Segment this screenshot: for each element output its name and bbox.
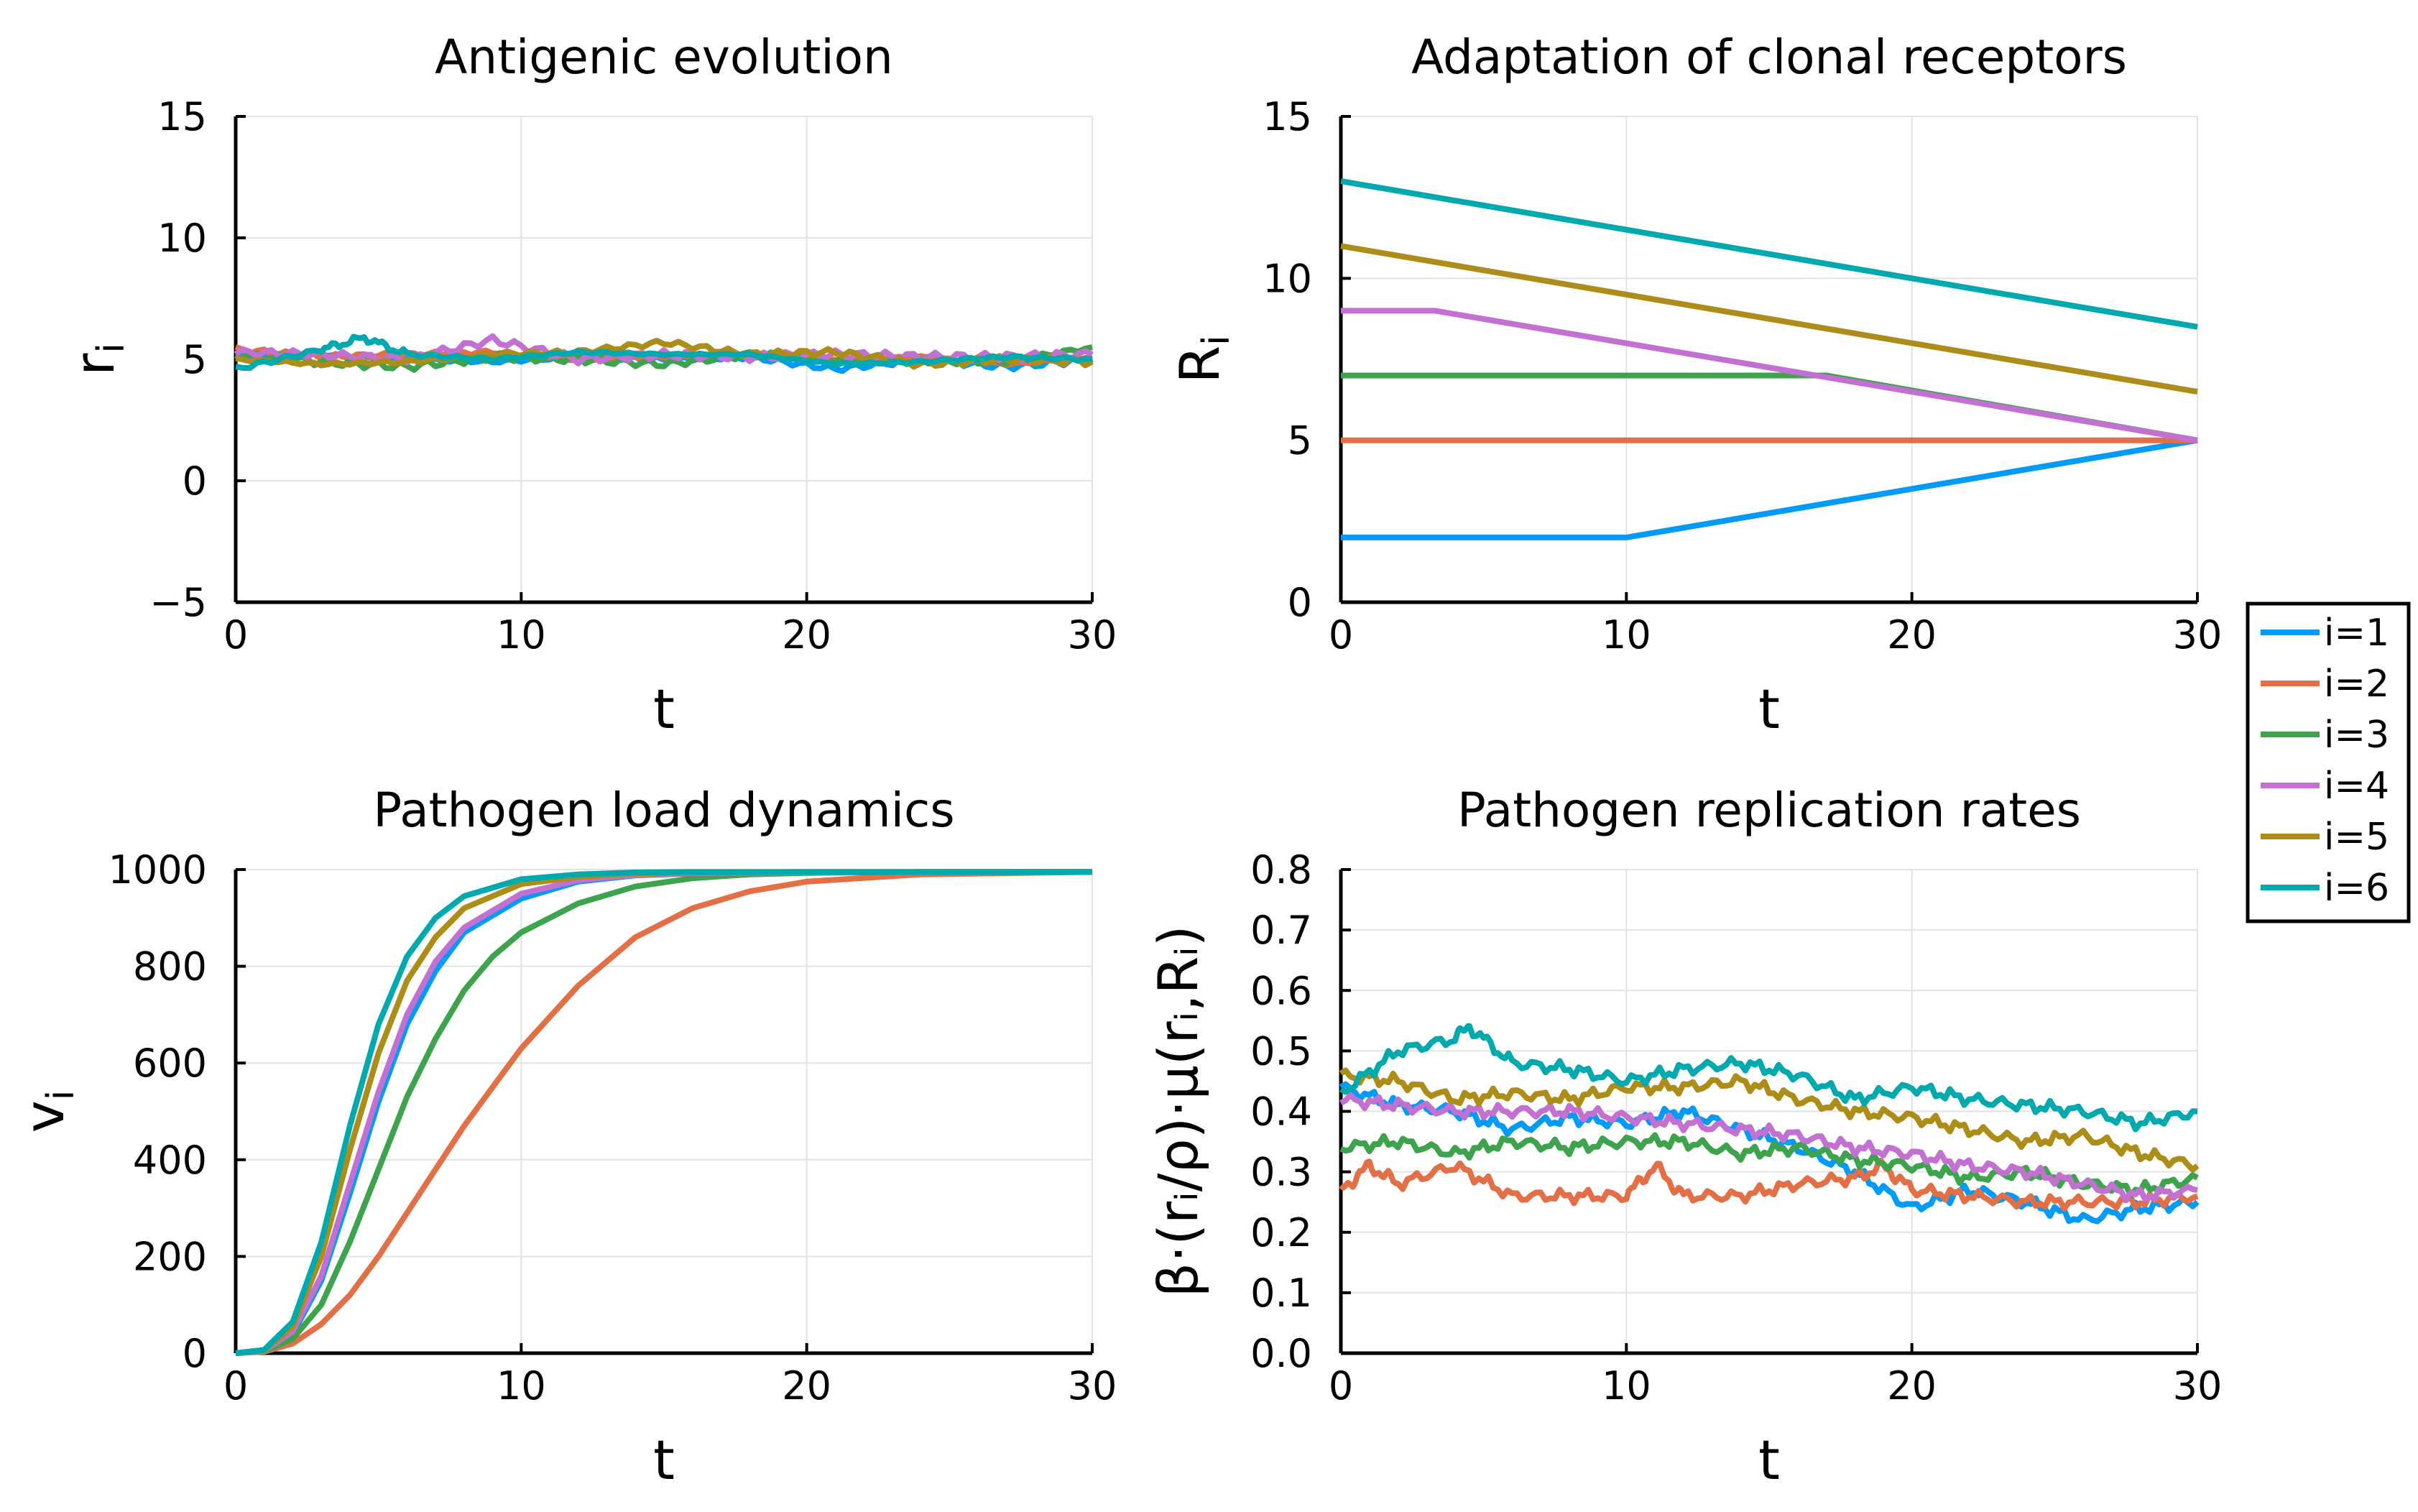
series-line-i=1 [1341, 437, 2198, 540]
series-line-i=4 [1339, 1092, 2198, 1203]
y-tick-label: 0.2 [1250, 1210, 1312, 1255]
y-axis-label-main: r [63, 353, 126, 376]
x-tick-label: 30 [1068, 1363, 1117, 1409]
y-axis-label-subscript: i [90, 343, 133, 353]
series-line-i=5 [235, 869, 1092, 1356]
y-tick-label: 15 [1263, 94, 1312, 139]
y-tick-label: 10 [157, 216, 207, 261]
series-line-i=6 [235, 869, 1092, 1356]
y-tick-label: 0.7 [1250, 908, 1312, 953]
chart-title: Antigenic evolution [435, 29, 893, 85]
legend-label: i=6 [2324, 867, 2389, 910]
panel-p1: 0 10 20 30 −5 0 5 10 15 Antigenic evolution t ri [63, 29, 1117, 741]
series-line-i=4 [1341, 308, 2198, 443]
legend-label: i=2 [2324, 663, 2389, 706]
x-tick-label: 20 [1887, 1363, 1937, 1409]
series-line-i=2 [1339, 1157, 2199, 1212]
x-tick-label: 10 [1602, 612, 1651, 658]
y-axis-label-subscript: i [1195, 335, 1238, 345]
legend: i=1 i=2 i=3 i=4 i=5 i=6 [2246, 601, 2411, 923]
y-tick-label: 0.1 [1250, 1271, 1312, 1316]
y-tick-label: 0.4 [1250, 1089, 1312, 1135]
legend-label: i=1 [2324, 612, 2389, 655]
x-axis-label: t [653, 677, 675, 741]
y-axis-label-subscript: i [40, 1090, 83, 1100]
y-tick-label: −5 [149, 580, 207, 625]
x-tick-label: 0 [223, 1363, 248, 1409]
y-tick-label: 0 [183, 1331, 207, 1376]
y-tick-label: 0.8 [1250, 847, 1312, 893]
x-axis-label: t [653, 1428, 675, 1492]
x-tick-label: 20 [782, 612, 831, 658]
legend-box [2246, 601, 2411, 923]
y-tick-label: 0.0 [1250, 1331, 1312, 1376]
y-axis-label: ri [63, 343, 133, 376]
series-line-i=3 [235, 869, 1092, 1356]
x-tick-label: 10 [1602, 1363, 1651, 1409]
x-tick-label: 20 [782, 1363, 831, 1409]
y-tick-label: 0.3 [1250, 1150, 1312, 1195]
y-tick-label: 0.5 [1250, 1028, 1312, 1074]
series-line-i=6 [1340, 178, 2198, 330]
series-line-i=1 [235, 869, 1092, 1356]
y-tick-label: 400 [133, 1138, 207, 1183]
panel-p2: 0 10 20 30 0 5 10 15 Adaptation of clonal recept… [1168, 29, 2222, 741]
chart-title: Pathogen replication rates [1457, 783, 2081, 838]
legend-label: i=4 [2324, 765, 2389, 808]
y-axis-label: vi [12, 1090, 83, 1133]
series-line-i=6 [1339, 1023, 2198, 1133]
y-tick-label: 10 [1263, 256, 1312, 301]
y-axis-label-main: v [12, 1100, 76, 1133]
series-line-i=5 [1340, 243, 2198, 395]
x-tick-label: 30 [2173, 612, 2223, 658]
legend-label: i=5 [2324, 816, 2389, 859]
y-tick-label: 200 [133, 1234, 207, 1279]
y-axis-label: Ri [1168, 335, 1238, 383]
x-tick-label: 0 [1329, 1363, 1353, 1409]
series-line-i=6 [235, 333, 1093, 371]
y-tick-label: 1000 [109, 847, 207, 893]
x-tick-label: 0 [1329, 612, 1353, 658]
series-line-i=3 [1339, 1132, 2199, 1199]
x-axis-label: t [1758, 1428, 1780, 1492]
series-line-i=4 [235, 869, 1092, 1356]
panel-p3: 0 10 20 30 0 200 400 600 800 1000 Pathogen load dy… [12, 783, 1117, 1492]
y-tick-label: 0 [183, 458, 207, 504]
y-tick-label: 0 [1288, 580, 1312, 625]
x-tick-label: 0 [223, 612, 248, 658]
y-tick-label: 600 [133, 1041, 207, 1086]
series-line-i=1 [1339, 1081, 2200, 1225]
y-tick-label: 15 [157, 94, 207, 139]
y-tick-label: 800 [133, 944, 207, 990]
y-axis-label-main: R [1168, 346, 1232, 384]
x-tick-label: 30 [1068, 612, 1117, 658]
x-tick-label: 20 [1887, 612, 1937, 658]
y-tick-label: 0.6 [1250, 968, 1312, 1013]
x-axis-label: t [1758, 677, 1780, 741]
y-tick-label: 5 [1288, 418, 1312, 464]
chart-title: Pathogen load dynamics [373, 783, 954, 838]
panel-p4: 0 10 20 30 0.0 0.1 0.2 0.3 0.4 0.5 0.6 0.7 0.8 Pathog… [1146, 783, 2222, 1492]
y-tick-label: 5 [183, 337, 207, 382]
series-line-i=3 [1341, 372, 2198, 443]
x-tick-label: 30 [2173, 1363, 2223, 1409]
x-tick-label: 10 [497, 1363, 546, 1409]
series-line-i=5 [1339, 1067, 2200, 1173]
series-line-i=2 [235, 869, 1093, 1356]
chart-title: Adaptation of clonal receptors [1411, 29, 2127, 85]
y-axis-label: β·(rᵢ/ρ)·μ(rᵢ,Rᵢ) [1146, 926, 1210, 1298]
legend-label: i=3 [2324, 714, 2389, 757]
x-tick-label: 10 [497, 612, 546, 658]
